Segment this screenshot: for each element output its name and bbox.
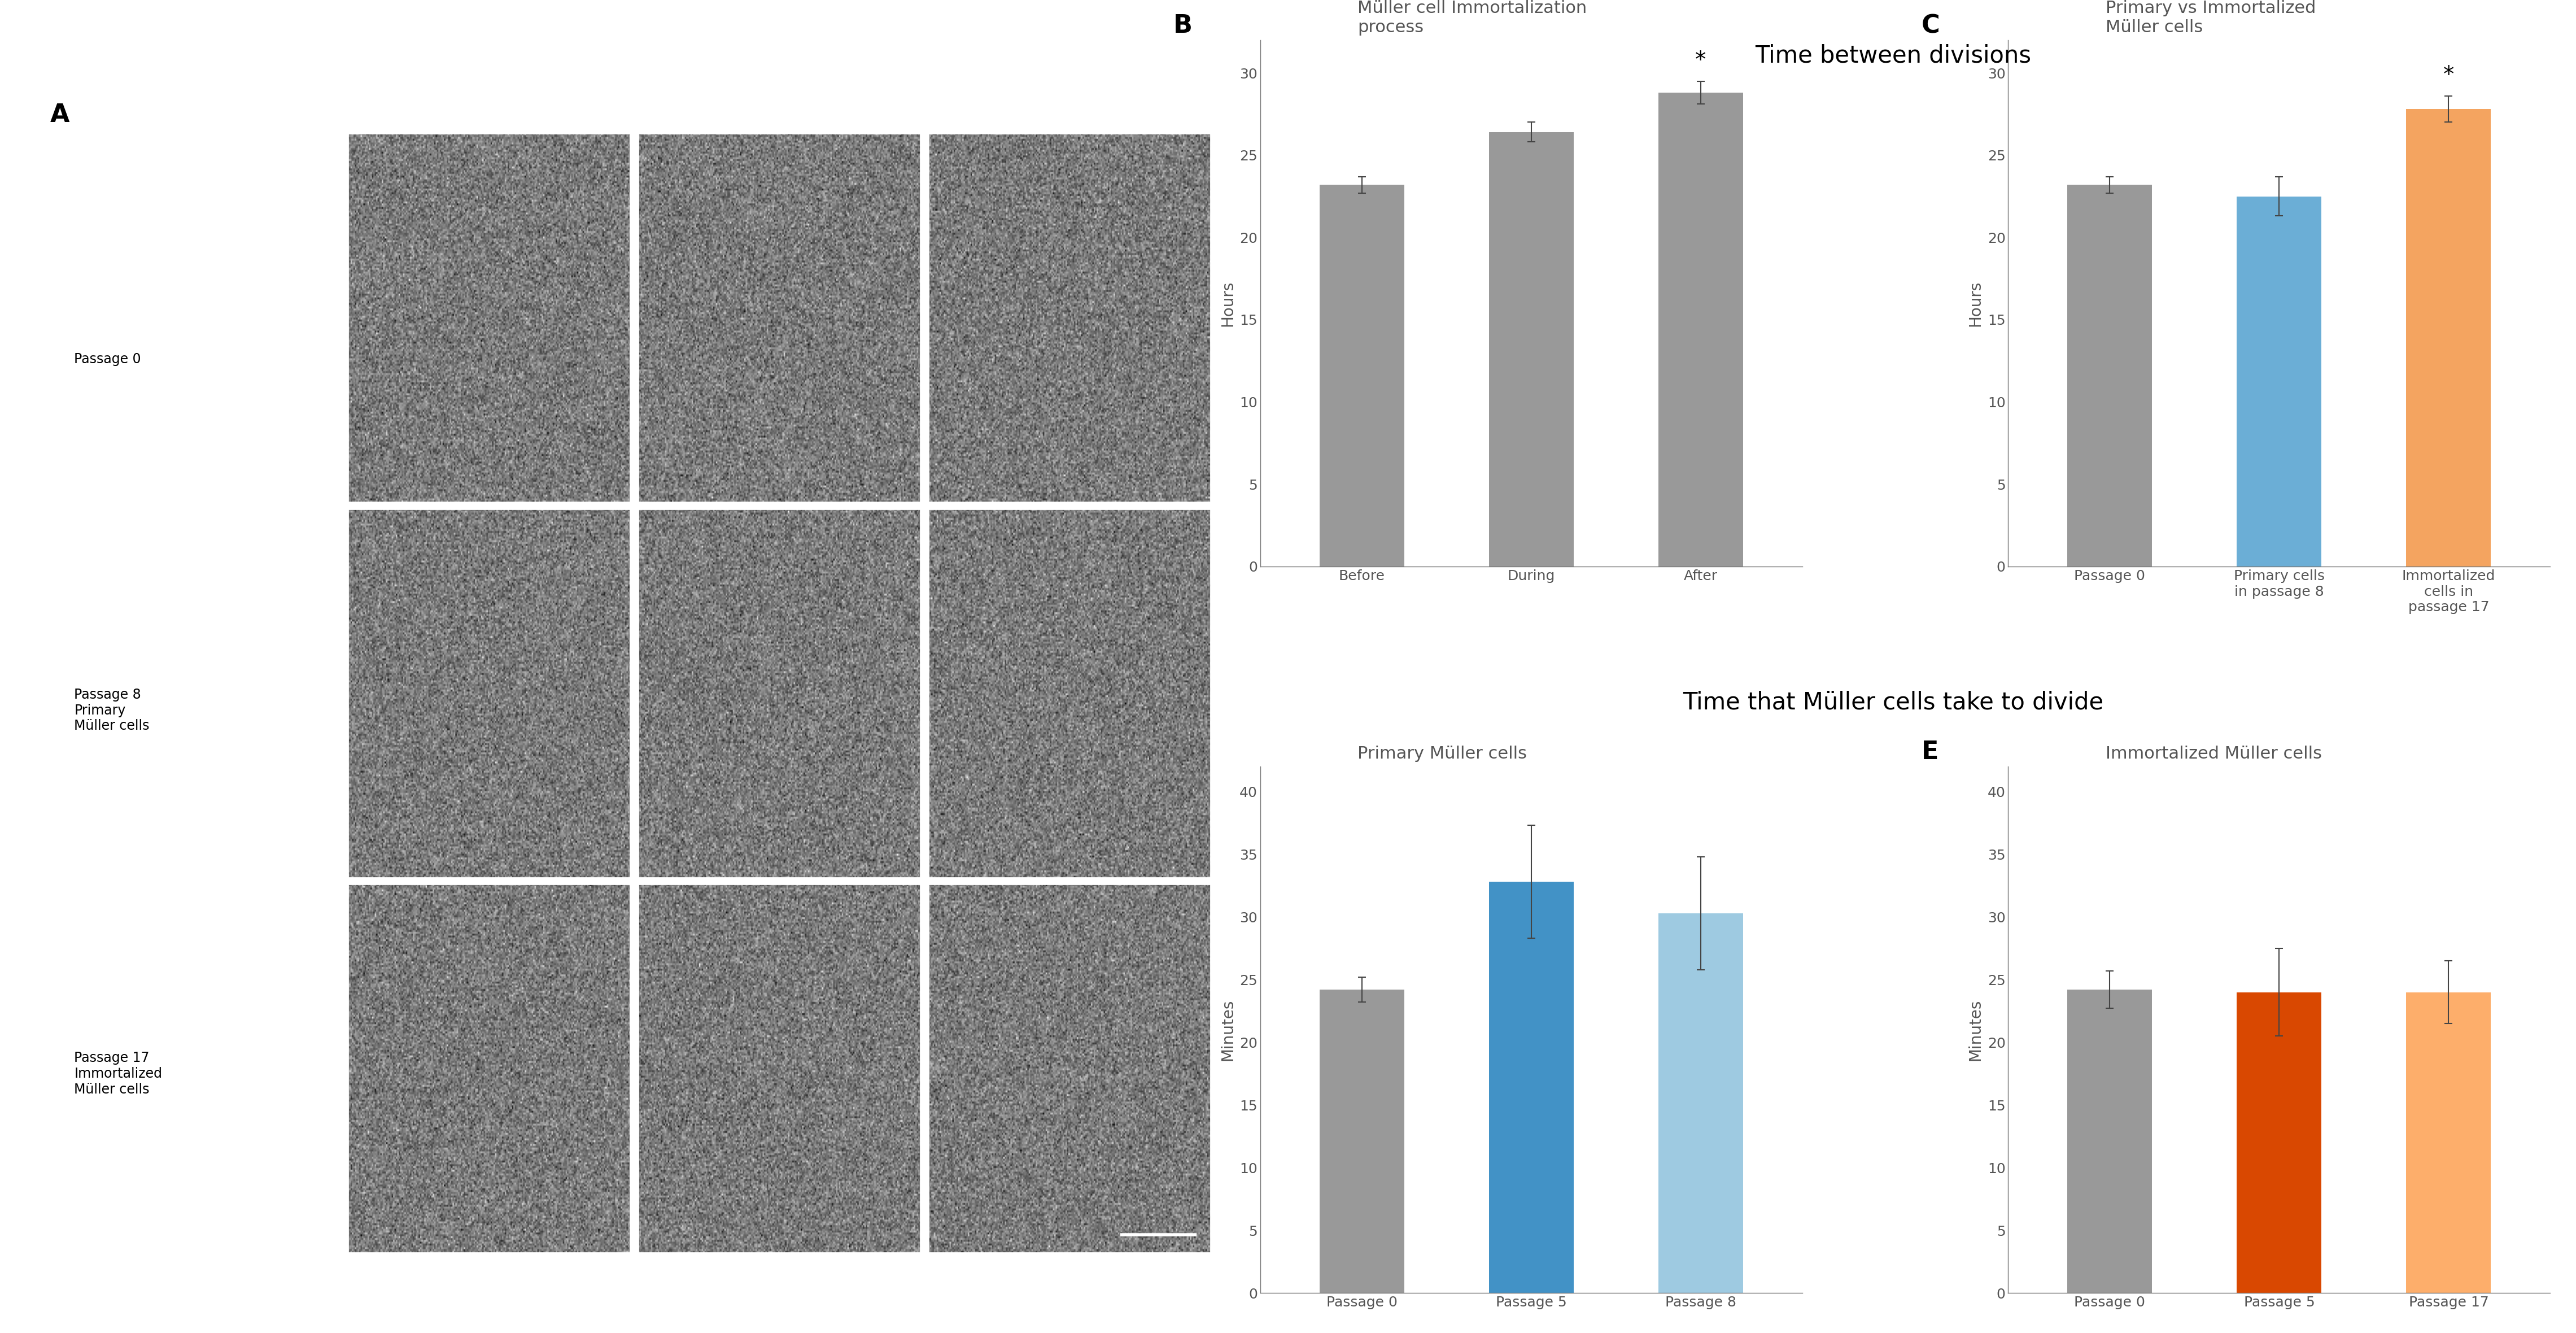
Bar [2069,185,2151,567]
Y-axis label: Minutes: Minutes [1218,998,1236,1061]
Text: C: C [1922,13,1940,37]
Bar [2406,109,2491,567]
Text: Immortalized Müller cells: Immortalized Müller cells [2105,745,2321,762]
Text: Passage 0: Passage 0 [75,353,142,367]
Bar [2236,196,2321,567]
Text: Time that Müller cells take to divide: Time that Müller cells take to divide [1682,690,2105,714]
Text: E: E [1922,740,1940,765]
Text: Müller cell Immortalization
process: Müller cell Immortalization process [1358,0,1587,36]
Text: A: A [49,103,70,127]
Text: *: * [1695,49,1705,71]
Text: Primary vs Immortalized
Müller cells: Primary vs Immortalized Müller cells [2105,0,2316,36]
Y-axis label: Minutes: Minutes [1968,998,1984,1061]
Bar [2236,992,2321,1293]
Bar [2069,989,2151,1293]
Bar [1659,913,1744,1293]
Text: *: * [2442,64,2455,87]
Text: Passage 17
Immortalized
Müller cells: Passage 17 Immortalized Müller cells [75,1052,162,1096]
Text: Time between divisions: Time between divisions [1754,44,2032,68]
Text: B: B [1175,13,1193,37]
Text: Passage 8
Primary
Müller cells: Passage 8 Primary Müller cells [75,688,149,733]
Text: D: D [1175,740,1195,765]
Bar [1319,989,1404,1293]
Bar [2406,992,2491,1293]
Y-axis label: Hours: Hours [1968,280,1984,327]
Bar [1659,92,1744,567]
Bar [1489,132,1574,567]
Bar [1319,185,1404,567]
Y-axis label: Hours: Hours [1218,280,1236,327]
Bar [1489,882,1574,1293]
Text: Primary Müller cells: Primary Müller cells [1358,745,1528,762]
